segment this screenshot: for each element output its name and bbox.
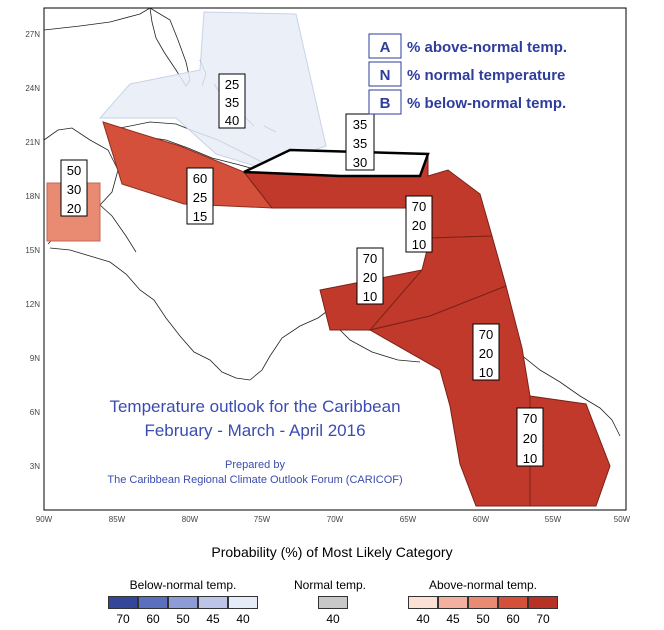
prob-box-guyana: 70 20 10	[472, 323, 500, 381]
lat-label-24n: 24N	[25, 84, 40, 93]
prob-normal: 30	[67, 182, 81, 197]
longitude-axis: 90W 85W 80W 75W 70W 65W 60W 55W 50W	[36, 515, 631, 524]
lat-label-9n: 9N	[30, 354, 40, 363]
lat-label-21n: 21N	[25, 138, 40, 147]
swatch-below-60	[138, 596, 168, 609]
prob-below: 10	[363, 289, 377, 304]
swatch-above-40	[408, 596, 438, 609]
legend-below-value-40: 40	[236, 612, 250, 626]
prob-normal: 20	[523, 431, 537, 446]
lon-label-60w: 60W	[473, 515, 490, 524]
prob-below: 10	[479, 365, 493, 380]
legend-below-value-70: 70	[116, 612, 130, 626]
lon-label-80w: 80W	[182, 515, 199, 524]
region-bahamas	[98, 11, 327, 169]
lon-label-65w: 65W	[400, 515, 417, 524]
legend-above-value-70: 70	[536, 612, 550, 626]
swatch-below-45	[198, 596, 228, 609]
prob-box-caribbean-south: 70 20 10	[356, 247, 384, 305]
prob-box-suriname-french-guiana: 70 20 10	[516, 407, 544, 467]
key-letter-b: B	[380, 95, 391, 112]
prob-above: 60	[193, 171, 207, 186]
prob-normal: 20	[412, 218, 426, 233]
legend-normal-label: Normal temp.	[293, 578, 367, 592]
prob-normal: 25	[193, 190, 207, 205]
caribbean-outlook-map: 27N 24N 21N 18N 15N 12N 9N 6N 3N 90W 85W…	[25, 7, 631, 524]
swatch-above-60	[498, 596, 528, 609]
legend: Probability (%) of Most Likely Category …	[0, 538, 664, 630]
map-title-line-2: February - March - April 2016	[144, 421, 365, 440]
prob-box-belize: 50 30 20	[60, 159, 88, 217]
latitude-axis: 27N 24N 21N 18N 15N 12N 9N 6N 3N	[25, 30, 40, 471]
region-greater-antilles-east	[243, 148, 430, 178]
swatch-normal-40	[318, 596, 348, 609]
legend-above-value-45: 45	[446, 612, 460, 626]
lat-label-3n: 3N	[30, 462, 40, 471]
prepared-by-line-1: Prepared by	[225, 459, 285, 471]
prob-normal: 35	[353, 136, 367, 151]
lat-label-15n: 15N	[25, 246, 40, 255]
lat-label-27n: 27N	[25, 30, 40, 39]
prob-below: 10	[523, 451, 537, 466]
key-normal: N % normal temperature	[368, 61, 565, 87]
legend-below-value-50: 50	[176, 612, 190, 626]
lat-label-12n: 12N	[25, 300, 40, 309]
prob-above: 70	[523, 411, 537, 426]
prob-box-lesser-antilles-north: 70 20 10	[405, 195, 433, 253]
prob-below: 40	[225, 113, 239, 128]
prob-above: 50	[67, 163, 81, 178]
legend-below-value-60: 60	[146, 612, 160, 626]
legend-above-value-40: 40	[416, 612, 430, 626]
swatch-above-45	[438, 596, 468, 609]
prob-below: 20	[67, 201, 81, 216]
prepared-by-line-2: The Caribbean Regional Climate Outlook F…	[107, 474, 402, 486]
swatch-below-50	[168, 596, 198, 609]
lat-label-6n: 6N	[30, 408, 40, 417]
prob-normal: 20	[363, 270, 377, 285]
region-french-guiana	[529, 395, 611, 507]
key-letter-a: A	[380, 39, 391, 56]
lon-label-75w: 75W	[254, 515, 271, 524]
prob-above: 70	[479, 327, 493, 342]
prob-above: 35	[353, 117, 367, 132]
swatch-above-70	[528, 596, 558, 609]
key-above: A % above-normal temp.	[368, 33, 567, 59]
legend-below-value-45: 45	[206, 612, 220, 626]
prob-box-greater-antilles-east: 35 35 30	[345, 113, 375, 171]
prob-below: 30	[353, 155, 367, 170]
swatch-below-40	[228, 596, 258, 609]
key-text-normal: % normal temperature	[407, 67, 565, 84]
legend-normal-value-40: 40	[326, 612, 340, 626]
prob-above: 70	[363, 251, 377, 266]
prob-above: 25	[225, 77, 239, 92]
lat-label-18n: 18N	[25, 192, 40, 201]
prob-box-cuba-jamaica: 60 25 15	[186, 167, 214, 225]
key-letter-n: N	[380, 67, 391, 84]
prob-normal: 20	[479, 346, 493, 361]
lon-label-90w: 90W	[36, 515, 53, 524]
map-title-line-1: Temperature outlook for the Caribbean	[109, 397, 400, 416]
legend-above-label: Above-normal temp.	[428, 578, 538, 592]
prob-box-bahamas: 25 35 40	[218, 73, 246, 129]
legend-above-value-60: 60	[506, 612, 520, 626]
swatch-above-50	[468, 596, 498, 609]
swatch-below-70	[108, 596, 138, 609]
key-text-below: % below-normal temp.	[407, 95, 566, 112]
prob-normal: 35	[225, 95, 239, 110]
key-text-above: % above-normal temp.	[407, 39, 567, 56]
abn-key: A % above-normal temp. N % normal temper…	[368, 33, 567, 115]
legend-above-value-50: 50	[476, 612, 490, 626]
prob-below: 15	[193, 209, 207, 224]
lon-label-55w: 55W	[545, 515, 562, 524]
legend-title: Probability (%) of Most Likely Category	[211, 544, 453, 560]
key-below: B % below-normal temp.	[368, 89, 566, 115]
prob-below: 10	[412, 237, 426, 252]
legend-below-label: Below-normal temp.	[129, 578, 237, 592]
prob-above: 70	[412, 199, 426, 214]
lon-label-50w: 50W	[614, 515, 631, 524]
lon-label-70w: 70W	[327, 515, 344, 524]
lon-label-85w: 85W	[109, 515, 126, 524]
